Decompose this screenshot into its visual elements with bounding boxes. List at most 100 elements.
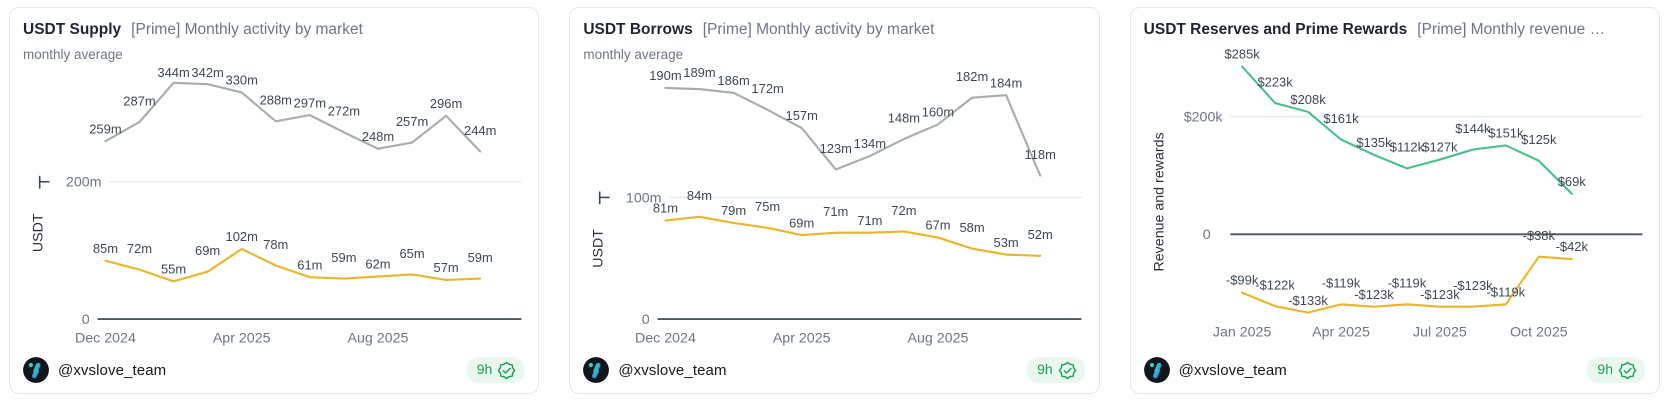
svg-text:-$123k: -$123k: [1354, 287, 1394, 302]
svg-text:Apr 2025: Apr 2025: [213, 331, 271, 347]
age-badge[interactable]: 9h: [465, 357, 526, 383]
account-handle[interactable]: @xvslove_team: [58, 361, 167, 379]
card-usdt-supply: USDT Supply [Prime] Monthly activity by m…: [9, 7, 540, 394]
svg-text:148m: 148m: [888, 110, 920, 125]
svg-text:-$133k: -$133k: [1288, 293, 1328, 308]
svg-text:65m: 65m: [399, 246, 424, 261]
card-title: USDT Reserves and Prime Rewards: [1143, 21, 1408, 38]
svg-text:USDT: USDT: [591, 229, 607, 268]
svg-text:69m: 69m: [789, 215, 814, 230]
svg-text:200m: 200m: [66, 175, 102, 191]
age-badge[interactable]: 9h: [1586, 357, 1646, 383]
svg-text:-$123k: -$123k: [1420, 287, 1460, 302]
age-badge[interactable]: 9h: [1026, 357, 1086, 383]
svg-text:-$123k: -$123k: [1453, 278, 1493, 293]
svg-text:330m: 330m: [226, 73, 258, 88]
usdt-borrows-chart: 100m 0 Dec 2024 Apr 2025 Aug 2025 USDT 190m 189…: [591, 65, 1082, 347]
svg-text:0: 0: [82, 312, 90, 328]
svg-text:85m: 85m: [93, 241, 118, 256]
avatar-logo-icon: [1143, 357, 1170, 383]
avatar[interactable]: [1143, 357, 1170, 383]
card-title: USDT Borrows: [583, 21, 693, 38]
svg-text:0: 0: [1202, 227, 1210, 243]
svg-text:71m: 71m: [824, 204, 849, 219]
svg-text:296m: 296m: [430, 96, 462, 111]
svg-text:Aug 2025: Aug 2025: [908, 331, 969, 347]
age-text: 9h: [1037, 361, 1053, 378]
svg-text:-$99k: -$99k: [1226, 273, 1259, 288]
svg-text:$285k: $285k: [1224, 47, 1260, 62]
svg-text:186m: 186m: [718, 73, 750, 88]
svg-text:59m: 59m: [331, 250, 356, 265]
avatar-logo-icon: [23, 357, 49, 383]
svg-text:59m: 59m: [468, 250, 493, 265]
svg-text:81m: 81m: [653, 201, 678, 216]
svg-text:248m: 248m: [362, 129, 394, 144]
card-footer: @xvslove_team 9h: [1143, 353, 1646, 383]
card-header: USDT Borrows [Prime] Monthly activity by …: [583, 20, 1085, 62]
svg-text:Jan 2025: Jan 2025: [1213, 324, 1272, 340]
card-header: USDT Reserves and Prime Rewards [Prime] M…: [1144, 20, 1646, 41]
svg-text:172m: 172m: [752, 81, 784, 96]
svg-text:259m: 259m: [89, 121, 121, 136]
svg-text:288m: 288m: [260, 93, 292, 108]
svg-text:$208k: $208k: [1290, 92, 1326, 107]
svg-text:67m: 67m: [926, 218, 951, 233]
svg-text:72m: 72m: [892, 203, 917, 218]
svg-text:79m: 79m: [721, 203, 746, 218]
svg-text:257m: 257m: [396, 114, 428, 129]
svg-text:344m: 344m: [157, 65, 189, 80]
svg-text:Apr 2025: Apr 2025: [773, 331, 831, 347]
svg-text:342m: 342m: [191, 65, 223, 80]
verified-check-icon: [1058, 361, 1076, 379]
svg-text:53m: 53m: [994, 235, 1019, 250]
svg-text:272m: 272m: [328, 104, 360, 119]
avatar[interactable]: [583, 357, 610, 383]
card-usdt-borrows: USDT Borrows [Prime] Monthly activity by …: [569, 7, 1100, 394]
svg-text:69m: 69m: [195, 243, 220, 258]
svg-text:102m: 102m: [226, 229, 258, 244]
svg-text:78m: 78m: [263, 237, 288, 252]
card-subtitle: monthly average: [23, 46, 123, 62]
svg-text:-$119k: -$119k: [1321, 276, 1360, 291]
account-handle[interactable]: @xvslove_team: [618, 361, 727, 379]
svg-text:$200k: $200k: [1183, 109, 1223, 125]
svg-text:189m: 189m: [684, 65, 716, 80]
card-title: USDT Supply: [23, 21, 122, 38]
svg-text:72m: 72m: [127, 241, 152, 256]
svg-text:55m: 55m: [161, 261, 186, 276]
svg-text:$223k: $223k: [1257, 74, 1293, 89]
svg-text:61m: 61m: [297, 257, 322, 272]
avatar[interactable]: [23, 357, 49, 383]
age-text: 9h: [1597, 361, 1613, 378]
svg-text:75m: 75m: [755, 199, 780, 214]
account-handle[interactable]: @xvslove_team: [1178, 361, 1287, 379]
svg-text:$151k: $151k: [1488, 126, 1524, 141]
card-title-suffix: [Prime] Monthly revenue …: [1417, 21, 1606, 38]
verified-check-icon: [1618, 361, 1637, 379]
svg-text:USDT: USDT: [31, 213, 47, 252]
card-title-suffix: [Prime] Monthly activity by market: [131, 21, 363, 38]
svg-text:Dec 2024: Dec 2024: [635, 331, 696, 347]
svg-text:$127k: $127k: [1422, 140, 1458, 155]
svg-text:71m: 71m: [858, 213, 883, 228]
svg-text:118m: 118m: [1025, 147, 1056, 162]
svg-text:$125k: $125k: [1521, 132, 1557, 147]
svg-text:$135k: $135k: [1356, 135, 1392, 150]
card-usdt-reserves-rewards: USDT Reserves and Prime Rewards [Prime] M…: [1129, 7, 1660, 394]
age-text: 9h: [476, 361, 493, 378]
svg-text:184m: 184m: [990, 75, 1022, 90]
svg-text:100m: 100m: [626, 190, 662, 206]
svg-text:$112k: $112k: [1389, 140, 1424, 155]
svg-text:-$42k: -$42k: [1555, 239, 1588, 254]
card-title-row: USDT Supply [Prime] Monthly activity by m…: [23, 20, 525, 41]
verified-check-icon: [498, 361, 516, 379]
svg-text:-$122k: -$122k: [1255, 277, 1295, 292]
svg-text:57m: 57m: [434, 260, 459, 275]
card-footer: @xvslove_team 9h: [583, 353, 1086, 383]
svg-text:182m: 182m: [956, 69, 988, 84]
svg-text:Revenue and rewards: Revenue and rewards: [1151, 132, 1167, 271]
svg-text:244m: 244m: [464, 123, 496, 138]
card-title-row: USDT Borrows [Prime] Monthly activity by …: [583, 20, 1085, 41]
